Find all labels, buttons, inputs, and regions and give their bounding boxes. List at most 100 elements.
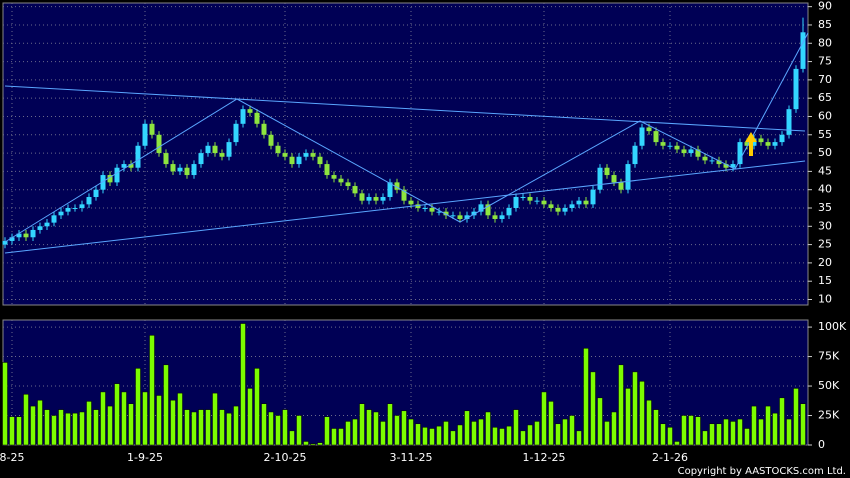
- volume-bar: [667, 427, 673, 446]
- volume-bar: [366, 409, 372, 446]
- volume-bar: [135, 368, 141, 446]
- volume-bar: [492, 427, 498, 446]
- y-tick-label: 30: [818, 219, 832, 232]
- candle-body: [688, 149, 694, 154]
- candle-body: [716, 160, 722, 165]
- volume-bar: [632, 371, 638, 446]
- candle-body: [23, 233, 29, 238]
- volume-bar: [646, 399, 652, 446]
- volume-bar: [163, 364, 169, 446]
- volume-bar: [296, 415, 302, 446]
- candle-body: [394, 182, 400, 190]
- candle-body: [30, 229, 36, 238]
- candle-body: [765, 142, 771, 146]
- x-tick-label: 2-1-26: [652, 451, 688, 464]
- volume-bar: [478, 418, 484, 446]
- volume-bar: [772, 412, 778, 446]
- y-tick-label: 35: [818, 201, 832, 214]
- candle-body: [72, 207, 78, 209]
- volume-bar: [51, 415, 57, 446]
- volume-bar: [730, 421, 736, 446]
- volume-bar: [79, 411, 85, 446]
- volume-bar: [184, 409, 190, 446]
- volume-bar: [324, 416, 330, 446]
- volume-bar: [415, 423, 421, 446]
- volume-bar: [471, 421, 477, 446]
- y-tick-label: 55: [818, 128, 832, 141]
- candle-body: [758, 138, 764, 143]
- y-tick-label: 50: [818, 146, 832, 159]
- candle-body: [772, 142, 778, 146]
- volume-bar: [16, 416, 22, 446]
- candle-body: [779, 134, 785, 143]
- volume-bar: [653, 409, 659, 446]
- candle-body: [177, 167, 183, 172]
- y2-tick-label: 25K: [818, 409, 840, 422]
- candle-body: [737, 142, 743, 165]
- candle-body: [37, 226, 43, 230]
- volume-bar: [569, 415, 575, 446]
- candle-body: [16, 233, 22, 238]
- candle-body: [422, 207, 428, 209]
- candle-body: [275, 145, 281, 154]
- volume-bar: [800, 403, 806, 446]
- candle-body: [492, 215, 498, 219]
- volume-bar: [786, 418, 792, 446]
- volume-bar: [625, 388, 631, 446]
- volume-bar: [58, 409, 64, 446]
- candle-body: [555, 207, 561, 212]
- volume-bar: [373, 411, 379, 446]
- zigzag-line: [4, 32, 809, 243]
- volume-bar: [282, 409, 288, 446]
- candle-body: [590, 189, 596, 205]
- candle-body: [583, 200, 589, 205]
- candle-body: [170, 164, 176, 172]
- volume-bar: [555, 423, 561, 446]
- volume-bar: [751, 405, 757, 446]
- candle-body: [282, 153, 288, 157]
- candle-body: [317, 156, 323, 165]
- y-tick-label: 75: [818, 55, 832, 68]
- candle-body: [429, 207, 435, 212]
- candle-body: [219, 153, 225, 157]
- candle-body: [268, 134, 274, 146]
- candle-body: [135, 145, 141, 168]
- candle-body: [240, 109, 246, 124]
- candle-body: [2, 240, 8, 245]
- volume-bar: [191, 411, 197, 446]
- volume-bar: [149, 335, 155, 446]
- candle-body: [191, 164, 197, 176]
- candle-body: [303, 153, 309, 157]
- volume-bar: [247, 388, 253, 446]
- candle-body: [352, 186, 358, 194]
- volume-bar: [618, 364, 624, 446]
- volume-bar: [674, 441, 680, 446]
- y2-tick-label: 0: [818, 438, 825, 451]
- candle-body: [156, 134, 162, 154]
- candle-body: [184, 167, 190, 176]
- volume-bar: [779, 397, 785, 446]
- y-tick-label: 85: [818, 18, 832, 31]
- candle-body: [499, 215, 505, 219]
- candle-body: [513, 197, 519, 208]
- candle-body: [450, 215, 456, 217]
- trendlines: [4, 32, 809, 254]
- candle-body: [436, 211, 442, 213]
- volume-bar: [345, 421, 351, 446]
- volume-bar: [380, 421, 386, 446]
- volume-bar: [275, 415, 281, 446]
- volume-bar: [604, 421, 610, 446]
- volume-bar: [338, 428, 344, 446]
- candle-body: [44, 222, 50, 227]
- volume-bar: [422, 427, 428, 446]
- candle-body: [100, 175, 106, 190]
- candle-body: [387, 182, 393, 198]
- candle-body: [289, 156, 295, 165]
- x-tick-label: 2-10-25: [264, 451, 307, 464]
- candle-body: [65, 207, 71, 212]
- candle-body: [310, 153, 316, 157]
- volume-bar: [23, 394, 29, 446]
- candle-body: [667, 145, 673, 147]
- volume-bar: [464, 410, 470, 446]
